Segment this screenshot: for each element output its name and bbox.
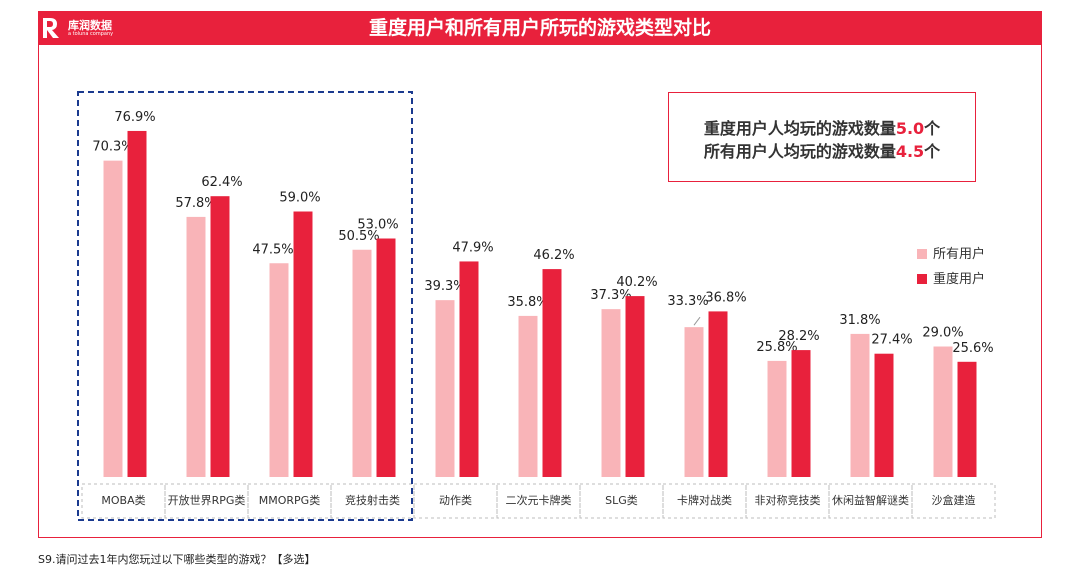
data-label: 53.0%	[357, 218, 398, 233]
bar	[767, 360, 787, 477]
logo-mark-icon	[43, 18, 59, 38]
category-label: 卡牌对战类	[677, 493, 732, 507]
data-label: 27.4%	[871, 333, 912, 348]
data-label: 36.8%	[705, 290, 746, 305]
bar	[186, 216, 206, 477]
legend-swatch	[917, 249, 927, 259]
category-label: 非对称竞技类	[755, 493, 821, 507]
bar	[874, 353, 894, 477]
legend-label: 所有用户	[933, 246, 985, 262]
data-label: 25.8%	[756, 340, 797, 355]
category-box	[745, 483, 830, 519]
bar	[459, 261, 479, 477]
bar	[708, 311, 728, 477]
bar	[352, 249, 372, 477]
bar	[933, 346, 953, 477]
slide-frame	[38, 11, 1042, 538]
bar	[542, 269, 562, 477]
category-label: SLG类	[605, 493, 638, 507]
legend-swatch	[917, 274, 927, 284]
survey-question: S9.请问过去1年内您玩过以下哪些类型的游戏？【多选】	[38, 553, 316, 566]
category-box	[662, 483, 747, 519]
category-label: 二次元卡牌类	[506, 493, 572, 507]
bar	[850, 333, 870, 477]
category-label: 休闲益智解谜类	[832, 493, 909, 507]
logo-subtext: a toluna company	[68, 31, 114, 37]
category-box	[164, 483, 249, 519]
note-line2-prefix: 所有用户人均玩的游戏数量	[703, 142, 896, 161]
bar	[684, 327, 704, 477]
data-label: 70.3%	[92, 140, 133, 155]
category-box	[247, 483, 332, 519]
data-label: 35.8%	[507, 295, 548, 310]
category-label: MOBA类	[101, 493, 145, 507]
average-games-note: 重度用户人均玩的游戏数量5.0个 所有用户人均玩的游戏数量4.5个	[668, 92, 976, 182]
category-box	[579, 483, 664, 519]
note-line1-suffix: 个	[924, 119, 941, 138]
bar	[293, 211, 313, 477]
data-label: 47.9%	[452, 240, 493, 255]
data-label: 59.0%	[279, 191, 320, 206]
bar	[269, 263, 289, 477]
data-label: 57.8%	[175, 196, 216, 211]
data-label: 50.5%	[338, 229, 379, 244]
legend-label: 重度用户	[933, 271, 985, 287]
bar	[103, 160, 123, 477]
category-label: 竞技射击类	[345, 493, 400, 507]
bar	[957, 361, 977, 477]
category-box	[828, 483, 913, 519]
header-bar: 库润数据 a toluna company 重度用户和所有用户所玩的游戏类型对比	[38, 11, 1042, 45]
category-box	[81, 483, 166, 519]
note-line2-suffix: 个	[924, 142, 941, 161]
category-box	[413, 483, 498, 519]
category-box	[911, 483, 996, 519]
page-title: 重度用户和所有用户所玩的游戏类型对比	[368, 17, 711, 39]
bar	[210, 196, 230, 477]
data-label: 47.5%	[252, 242, 293, 257]
bar	[518, 315, 538, 477]
category-label: 动作类	[439, 493, 472, 507]
data-label: 31.8%	[839, 313, 880, 328]
note-line2-value: 4.5	[895, 142, 925, 161]
category-label: MMORPG类	[259, 493, 320, 507]
bar	[791, 350, 811, 477]
data-label: 40.2%	[616, 275, 657, 290]
category-box	[496, 483, 581, 519]
data-label: 33.3%	[667, 294, 708, 309]
heavy-user-average: 重度用户人均玩的游戏数量5.0个	[669, 115, 975, 139]
note-line1-value: 5.0	[895, 119, 925, 138]
bar	[127, 130, 147, 477]
data-label: 28.2%	[778, 329, 819, 344]
note-line1-prefix: 重度用户人均玩的游戏数量	[703, 119, 896, 138]
category-box	[330, 483, 415, 519]
bar	[435, 300, 455, 477]
bar	[625, 296, 645, 477]
all-user-average: 所有用户人均玩的游戏数量4.5个	[669, 138, 975, 162]
category-label: 沙盒建造	[932, 493, 976, 507]
leader-line	[693, 316, 701, 326]
bar	[601, 309, 621, 477]
data-label: 39.3%	[424, 279, 465, 294]
bar	[376, 238, 396, 477]
data-label: 29.0%	[922, 326, 963, 341]
data-label: 62.4%	[201, 175, 242, 190]
highlight-group-box	[77, 91, 413, 521]
logo-text: 库润数据	[68, 19, 112, 32]
data-label: 37.3%	[590, 288, 631, 303]
data-label: 76.9%	[114, 110, 155, 125]
data-label: 25.6%	[952, 341, 993, 356]
brand-logo: 库润数据 a toluna company	[40, 16, 160, 40]
data-label: 46.2%	[533, 248, 574, 263]
category-label: 开放世界RPG类	[168, 493, 246, 507]
